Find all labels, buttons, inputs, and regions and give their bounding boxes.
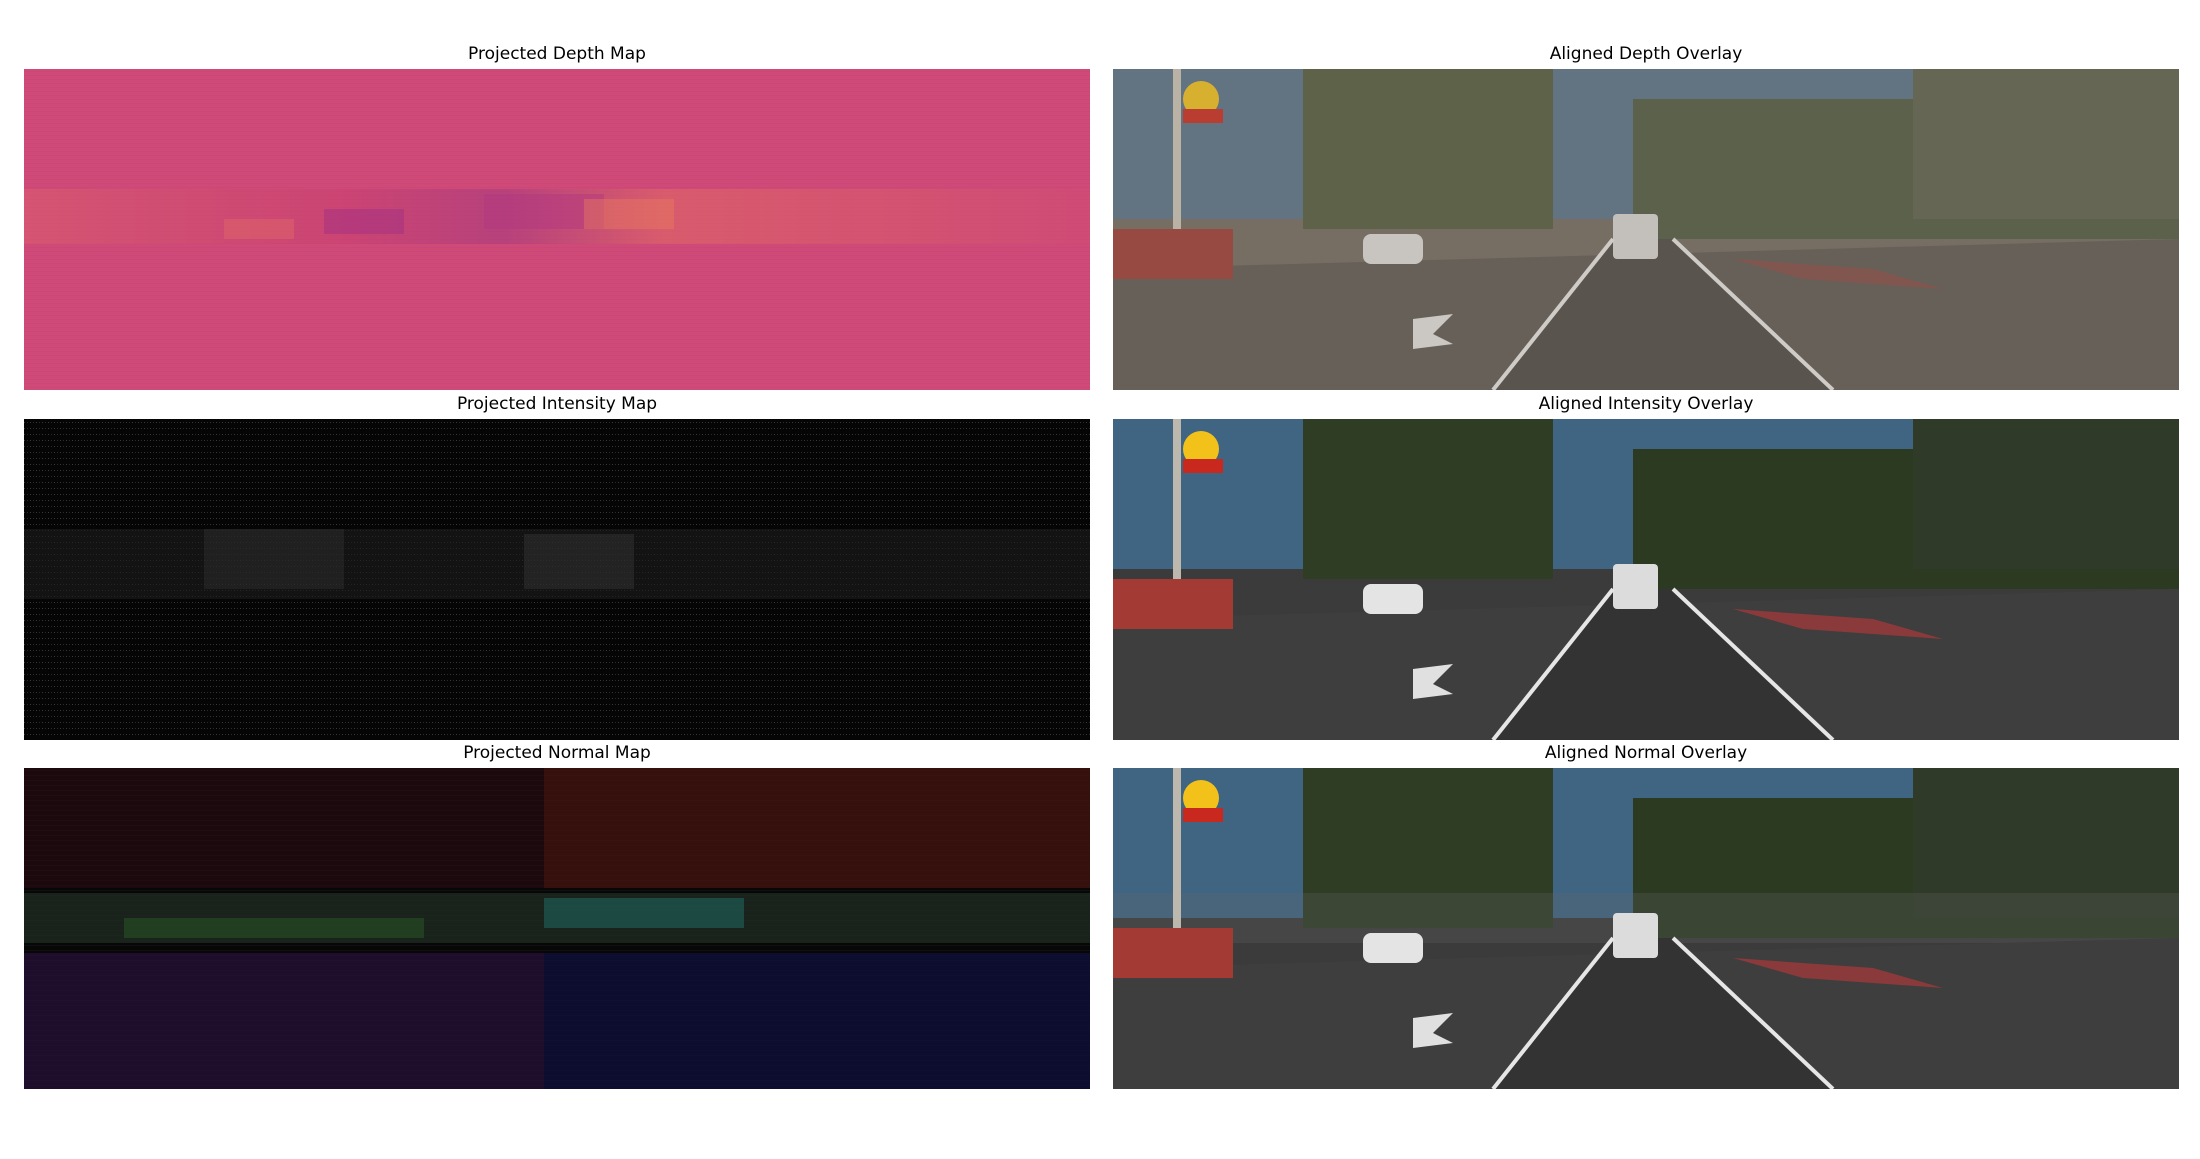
- road-arrow-icon: [1413, 314, 1453, 349]
- panel-title-depth-map: Projected Depth Map: [468, 44, 646, 64]
- intensity-map-image: [24, 419, 1090, 740]
- m-logo-sign: [1183, 431, 1219, 467]
- intensity-overlay-panel: [1113, 419, 2179, 740]
- depth-map-panel: [24, 69, 1090, 390]
- van-icon: [1613, 214, 1658, 259]
- panel-title-normal-map: Projected Normal Map: [463, 743, 651, 763]
- normal-map-image: [24, 768, 1090, 1089]
- intensity-overlay-image: [1113, 419, 2179, 740]
- normal-overlay-image: [1113, 768, 2179, 1089]
- normal-map-panel: [24, 768, 1090, 1089]
- intensity-map-panel: [24, 419, 1090, 740]
- panel-title-depth-overlay: Aligned Depth Overlay: [1549, 44, 1743, 64]
- depth-overlay-image: [1113, 69, 2179, 390]
- normal-overlay-panel: [1113, 768, 2179, 1089]
- panel-title-intensity-overlay: Aligned Intensity Overlay: [1538, 394, 1754, 414]
- depth-map-image: [24, 69, 1090, 390]
- depth-overlay-panel: [1113, 69, 2179, 390]
- car-icon: [1363, 234, 1423, 264]
- panel-title-normal-overlay: Aligned Normal Overlay: [1544, 743, 1748, 763]
- panel-title-intensity-map: Projected Intensity Map: [456, 394, 658, 414]
